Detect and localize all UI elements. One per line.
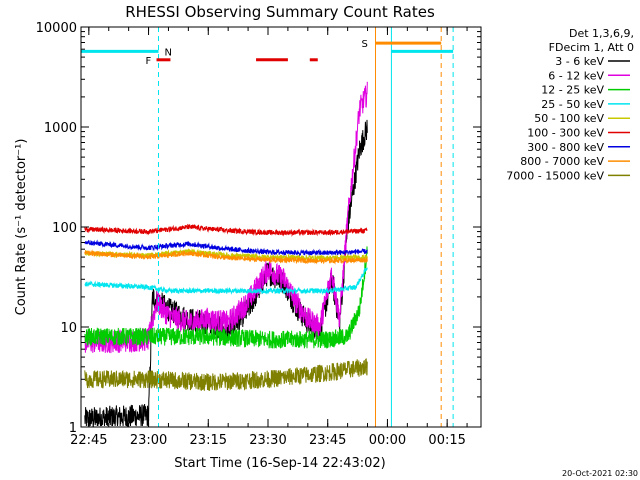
x-tick-label-3: 23:15 <box>190 433 227 448</box>
x-tick-label-6: 00:00 <box>369 433 406 448</box>
legend-entry-label-8: 800 - 7000 keV <box>520 155 604 168</box>
x-tick-label-4: 23:30 <box>249 433 286 448</box>
series-trace-3 <box>84 246 368 349</box>
x-tick-label-2: 23:00 <box>130 433 167 448</box>
series-trace-8 <box>84 249 368 265</box>
legend-entry-label-9: 7000 - 15000 keV <box>506 169 604 182</box>
night-flag-label: N <box>165 47 172 58</box>
legend-entry-label-5: 50 - 100 keV <box>534 112 604 125</box>
chart-title: RHESSI Observing Summary Count Rates <box>125 3 435 21</box>
legend-entry-label-4: 25 - 50 keV <box>541 98 604 111</box>
x-tick-label-7: 00:15 <box>428 433 465 448</box>
series-trace-2 <box>84 81 368 354</box>
legend-entry-label-2: 6 - 12 keV <box>548 69 604 82</box>
legend-entry-label-1: 3 - 6 keV <box>555 55 604 68</box>
legend-entry-label-7: 300 - 800 keV <box>527 141 604 154</box>
y-tick-label-2: 10 <box>60 321 77 336</box>
flare-flag-label: F <box>146 56 152 67</box>
series-trace-7 <box>84 239 368 257</box>
generated-timestamp: 20-Oct-2021 02:30 <box>562 469 638 478</box>
series-layer <box>84 81 368 428</box>
x-tick-label-5: 23:45 <box>309 433 346 448</box>
legend-entry-label-6: 100 - 300 keV <box>527 127 604 140</box>
y-tick-label-3: 100 <box>52 221 77 236</box>
series-trace-9 <box>84 358 368 391</box>
saa-flag-label: S <box>361 39 367 50</box>
legend-header-1: Det 1,3,6,9, <box>569 27 634 40</box>
y-tick-label-4: 1000 <box>44 121 77 136</box>
legend-entry-label-3: 12 - 25 keV <box>541 84 604 97</box>
y-tick-label-5: 10000 <box>36 21 77 36</box>
series-trace-4 <box>84 267 368 296</box>
y-tick-label-1: 1 <box>69 421 77 436</box>
x-axis-title: Start Time (16-Sep-14 22:43:02) <box>174 456 385 471</box>
y-axis-title: Count Rate (s⁻¹ detector⁻¹) <box>14 139 29 316</box>
x-tick-label-1: 22:45 <box>70 433 107 448</box>
legend-header-2: FDecim 1, Att 0 <box>549 41 634 54</box>
axes: 22:45 23:00 23:15 23:30 23:45 00:00 00:15 1 10 10… <box>36 21 481 448</box>
series-trace-6 <box>84 223 368 237</box>
